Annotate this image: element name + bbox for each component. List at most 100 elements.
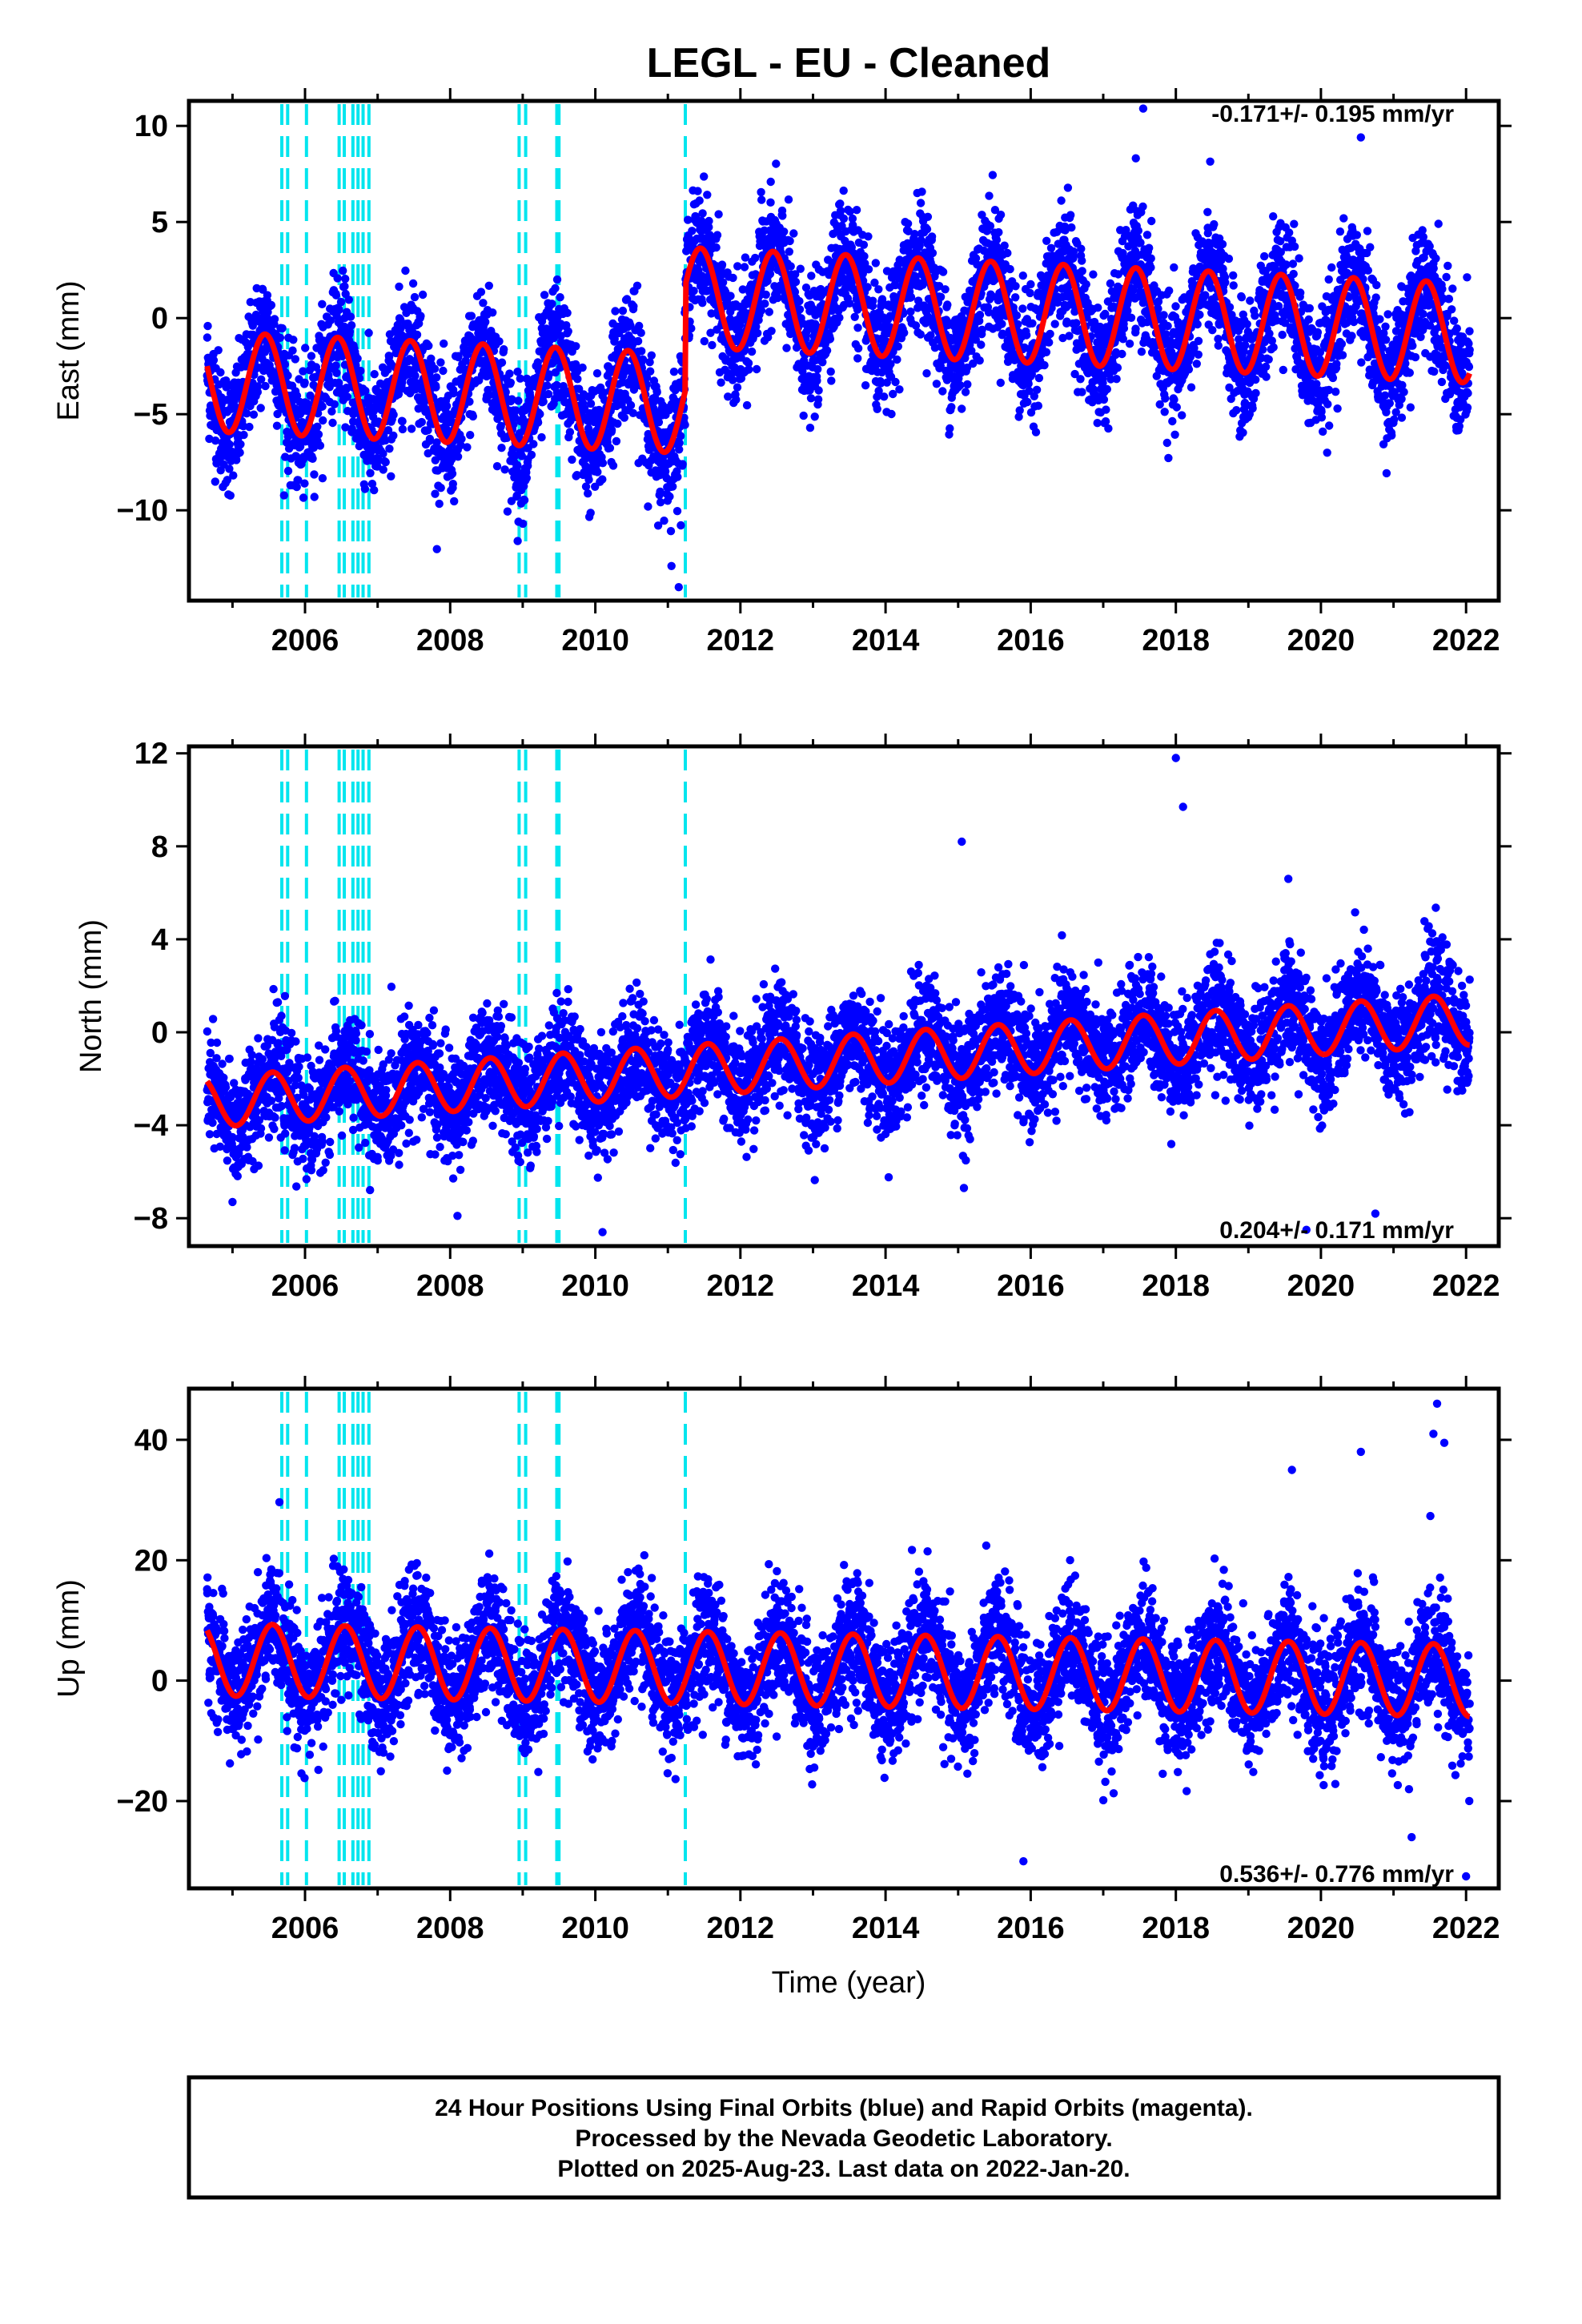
east-data-point [1112,375,1121,384]
east-data-point [514,396,523,405]
east-plot-frame [187,99,1501,603]
east-data-point [495,337,504,346]
east-data-point [1186,383,1196,392]
east-data-point [261,381,270,391]
east-data-point [678,460,687,468]
east-data-point [796,264,805,273]
east-data-point [712,243,721,252]
east-data-point [1003,248,1012,258]
east-data-point [1018,271,1028,280]
east-data-point [1290,219,1299,228]
figure-title: LEGL - EU - Cleaned [647,40,1051,86]
east-data-point [666,527,676,536]
east-data-point [784,195,793,204]
east-data-point [1210,219,1219,229]
east-data-point [279,491,288,500]
east-data-point [327,407,336,416]
east-data-point [346,312,355,321]
east-data-point [996,211,1006,219]
east-data-point [1102,405,1110,414]
east-data-point [203,321,212,331]
east-data-point [408,279,418,288]
east-data-point [453,452,463,461]
east-data-point [442,401,452,411]
east-data-point [1026,288,1034,298]
east-data-point [1261,362,1271,372]
east-data-point [785,247,793,256]
east-data-point [505,369,514,378]
east-data-point [938,387,947,396]
east-data-point [880,392,889,401]
east-data-point [835,313,844,322]
east-data-point [431,489,440,498]
east-data-point [873,404,881,413]
east-data-point [766,198,775,207]
east-data-point [1195,310,1204,320]
east-data-point [563,308,572,317]
east-data-point [947,403,956,412]
east-data-point [644,502,652,511]
east-data-point [314,430,323,439]
east-data-point [289,336,298,344]
east-data-point [1078,256,1086,265]
east-data-point [1126,313,1136,322]
east-data-point [263,308,272,316]
east-data-point [537,432,546,442]
east-data-point [598,475,607,484]
east-equipment-change-lines [280,104,687,597]
east-data-point [1011,282,1020,291]
east-data-point [364,328,373,337]
east-data-point [500,465,509,474]
east-data-point [416,312,425,320]
east-data-point [439,366,448,376]
east-data-point [356,366,365,376]
east-data-point [370,485,379,495]
east-data-point [1063,183,1073,192]
east-data-point [963,380,972,389]
east-data-point [479,299,488,308]
east-data-point [292,392,302,400]
east-data-point [418,290,428,300]
east-data-point [717,378,725,387]
east-data-point [503,507,512,516]
east-data-point [1032,385,1042,394]
east-data-point [646,367,655,376]
east-data-point [366,468,375,477]
east-data-point [813,395,823,404]
east-data-point [520,496,529,505]
east-data-point [1134,226,1143,235]
east-data-point [573,375,582,384]
east-data-point [752,364,761,374]
east-data-point [248,321,257,330]
east-data-point [1290,242,1299,251]
east-data-point [852,206,861,215]
east-data-point [958,404,966,413]
east-data-point [906,308,915,316]
east-data-point [1026,279,1035,289]
east-data-point [810,412,819,421]
east-data-point [353,354,362,363]
east-data-point [757,195,766,204]
east-data-point [1269,212,1278,221]
east-data-point [466,431,475,440]
east-data-point [432,373,441,382]
east-data-point [500,345,508,354]
east-data-point [259,285,267,294]
east-data-point [476,287,486,296]
east-data-point [1229,281,1238,290]
east-data-point [975,356,984,365]
east-data-point [1214,341,1223,350]
east-data-point [1224,254,1234,263]
east-data-point [1101,417,1110,426]
east-data-point [565,428,575,436]
east-data-point [1171,302,1180,311]
east-data-point [263,291,272,300]
east-data-point [936,292,946,301]
east-data-point [1162,438,1172,448]
east-data-point [239,430,248,440]
east-data-point [1265,329,1274,338]
east-data-point [330,400,339,408]
east-data-point [869,296,877,305]
east-data-point [1147,216,1156,226]
east-data-point [430,364,440,373]
